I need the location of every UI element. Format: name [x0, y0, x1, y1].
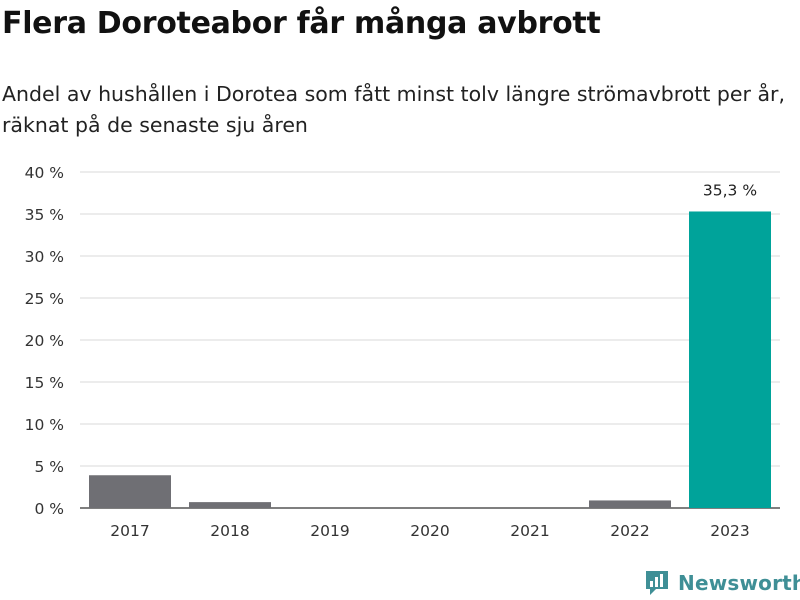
grid-lines	[80, 171, 780, 509]
newsworthy-logo-icon	[646, 571, 668, 595]
y-tick-label: 15 %	[25, 374, 64, 392]
data-labels: 35,3 %	[703, 181, 757, 199]
x-tick-label: 2019	[310, 522, 349, 540]
y-tick-label: 10 %	[25, 416, 64, 434]
y-tick-label: 35 %	[25, 206, 64, 224]
x-tick-label: 2017	[110, 522, 149, 540]
x-tick-label: 2021	[510, 522, 549, 540]
y-tick-label: 20 %	[25, 332, 64, 350]
bars	[89, 211, 771, 509]
y-tick-label: 0 %	[34, 500, 64, 518]
x-axis-ticks: 2017 2018 2019 2020 2021 2022 2023	[110, 522, 749, 540]
bar-2018	[189, 502, 271, 508]
bar-2022	[589, 500, 671, 508]
data-label: 35,3 %	[703, 181, 757, 199]
chart-title: Flera Doroteabor får många avbrott	[2, 6, 601, 41]
x-tick-label: 2022	[610, 522, 649, 540]
brand-name: Newsworthy	[678, 571, 800, 595]
y-tick-label: 30 %	[25, 248, 64, 266]
y-tick-label: 40 %	[25, 164, 64, 182]
y-axis-ticks: 0 % 5 % 10 % 15 % 20 % 25 % 30 % 35 % 40 %	[25, 164, 64, 518]
x-tick-label: 2020	[410, 522, 449, 540]
bar-2017	[89, 475, 171, 508]
bar-2023	[689, 211, 771, 509]
y-tick-label: 5 %	[34, 458, 64, 476]
y-tick-label: 25 %	[25, 290, 64, 308]
brand: Newsworthy	[644, 569, 800, 597]
chart-subtitle: Andel av hushållen i Dorotea som fått mi…	[2, 82, 785, 137]
x-tick-label: 2018	[210, 522, 249, 540]
x-tick-label: 2023	[710, 522, 749, 540]
